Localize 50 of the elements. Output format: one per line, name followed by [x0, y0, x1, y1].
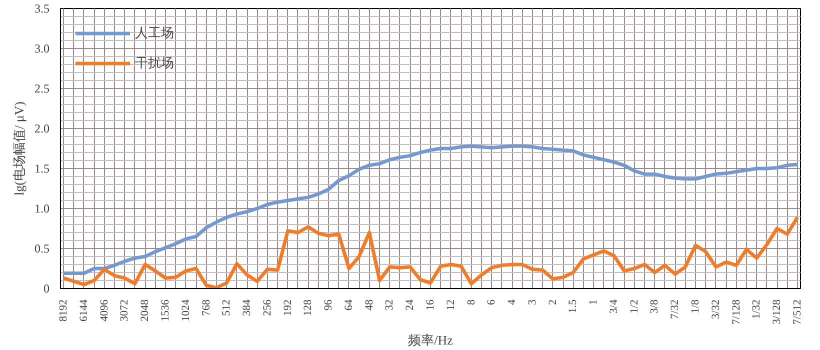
x-tick-label: 16: [424, 299, 436, 310]
x-tick-label: 192: [282, 300, 294, 316]
y-tick-label: 0.5: [34, 242, 50, 256]
legend-label: 人工场: [135, 24, 174, 42]
x-tick-label: 24: [404, 299, 416, 310]
y-axis-title: lg(电场幅值/ μV): [12, 101, 26, 196]
x-tick-label: 2048: [139, 299, 152, 322]
x-tick-label: 1024: [180, 299, 192, 322]
y-tick-label: 2.0: [34, 122, 50, 136]
x-tick-label: 3: [526, 299, 538, 305]
x-tick-label: 2: [546, 300, 559, 305]
x-axis-title: 频率/Hz: [408, 332, 454, 348]
x-tick-label: 3/4: [608, 299, 620, 314]
x-tick-label: 8192: [58, 300, 70, 322]
x-tick-label: 256: [261, 299, 274, 316]
x-tick-label: 4096: [98, 299, 110, 322]
x-tick-label: 3/32: [710, 299, 722, 320]
x-tick-label: 32: [384, 300, 396, 310]
y-tick-label: 3.5: [34, 2, 50, 16]
x-tick-label: 48: [363, 299, 376, 310]
x-tick-label: 4: [506, 299, 518, 305]
x-tick-label: 6144: [78, 299, 90, 322]
x-tick-label: 7/512: [791, 299, 804, 325]
x-tick-label: 3/8: [648, 299, 661, 314]
x-tick-label: 8: [465, 299, 478, 305]
x-tick-label: 3/128: [771, 299, 784, 325]
x-tick-label: 7/128: [730, 299, 742, 325]
legend-label: 干扰场: [135, 54, 174, 72]
x-tick-label: 1536: [159, 299, 172, 322]
x-tick-label: 12: [444, 300, 457, 310]
y-tick-label: 0: [44, 282, 50, 296]
x-tick-label: 512: [220, 300, 233, 316]
x-tick-label: 64: [342, 299, 355, 310]
y-tick-label: 2.5: [34, 82, 50, 96]
x-tick-label: 1/32: [750, 299, 763, 320]
x-tick-label: 7/32: [669, 299, 682, 320]
x-tick-label: 384: [241, 299, 254, 316]
y-tick-label: 1.5: [34, 162, 50, 176]
x-tick-label: 1/8: [690, 299, 702, 314]
x-tick-label: 128: [302, 299, 314, 316]
x-tick-label: 3072: [118, 300, 131, 322]
line-series: [62, 144, 800, 276]
y-tick-label: 1.0: [34, 202, 50, 216]
x-tick-label: 6: [486, 299, 498, 305]
x-tick-label: 1.5: [567, 299, 580, 314]
x-tick-label: 1: [588, 300, 600, 305]
x-tick-label: 768: [200, 299, 212, 316]
y-tick-label: 3.0: [34, 42, 50, 56]
x-tick-label: 96: [322, 299, 335, 310]
x-tick-label: 1/2: [628, 299, 640, 314]
